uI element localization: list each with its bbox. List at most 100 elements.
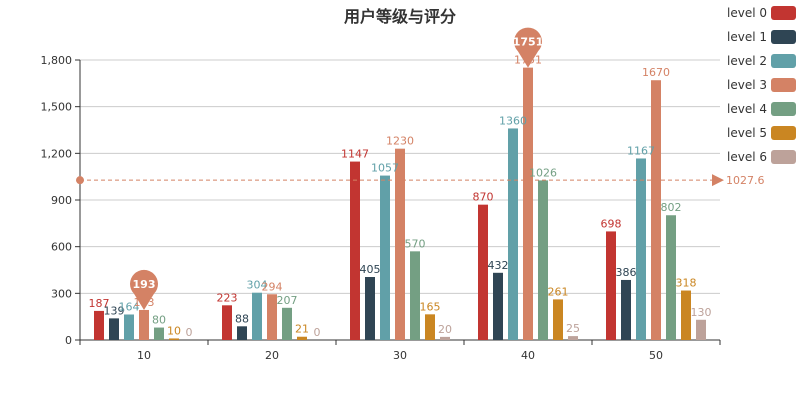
bar[interactable] [651,80,661,340]
bar-value-label: 88 [235,312,249,325]
bar-value-label: 386 [616,266,637,279]
y-tick-label: 0 [65,334,72,347]
bar-value-label: 0 [314,326,321,339]
bar[interactable] [395,148,405,340]
x-tick-label: 30 [393,349,407,362]
bar-value-label: 223 [217,291,238,304]
bar-value-label: 1026 [529,166,557,179]
bar-value-label: 0 [186,326,193,339]
legend-label[interactable]: level 1 [727,30,767,44]
legend-label[interactable]: level 5 [727,126,767,140]
legend-swatch[interactable] [771,150,796,164]
bar-value-label: 130 [691,306,712,319]
bar[interactable] [538,180,548,340]
bar[interactable] [297,336,307,340]
legend-label[interactable]: level 3 [727,78,767,92]
bar[interactable] [410,251,420,340]
bar-value-label: 164 [119,300,140,313]
bar[interactable] [636,158,646,340]
legend-label[interactable]: level 2 [727,54,767,68]
bar-value-label: 261 [548,285,569,298]
bar-value-label: 25 [566,322,580,335]
bar[interactable] [237,326,247,340]
bar[interactable] [440,336,450,340]
legend-swatch[interactable] [771,78,796,92]
x-tick-label: 10 [137,349,151,362]
bar[interactable] [493,272,503,340]
bar[interactable] [568,336,578,340]
bar-value-label: 21 [295,323,309,336]
bar[interactable] [666,215,676,340]
chart-title: 用户等级与评分 [344,7,456,26]
y-tick-label: 1,800 [41,54,73,67]
bar-value-label: 802 [661,201,682,214]
bar-value-label: 1057 [371,162,399,175]
bar-value-label: 1167 [627,144,655,157]
bar[interactable] [282,307,292,340]
bar[interactable] [621,279,631,340]
bar[interactable] [252,292,262,340]
bar-value-label: 405 [360,263,381,276]
y-tick-label: 900 [51,194,72,207]
legend-swatch[interactable] [771,6,796,20]
bar[interactable] [478,204,488,340]
bar[interactable] [380,175,390,340]
bar-value-label: 304 [247,279,268,292]
bar-value-label: 1670 [642,66,670,79]
bar-value-label: 165 [420,300,441,313]
bar[interactable] [154,327,164,340]
bar-value-label: 1147 [341,148,369,161]
y-tick-label: 1,200 [41,147,73,160]
y-tick-label: 600 [51,241,72,254]
bar-value-label: 187 [89,297,110,310]
legend-swatch[interactable] [771,30,796,44]
bar[interactable] [523,67,533,340]
bar-value-label: 20 [438,323,452,336]
bar-value-label: 1360 [499,114,527,127]
bar[interactable] [94,310,104,340]
y-tick-label: 1,500 [41,101,73,114]
bar-value-label: 1230 [386,135,414,148]
bar-value-label: 318 [676,277,697,290]
legend[interactable]: level 0 level 1 level 2 level 3 level 4 level… [727,6,796,164]
bar-value-label: 698 [601,217,622,230]
bar[interactable] [508,128,518,340]
average-line-arrow [712,174,724,187]
bar[interactable] [267,294,277,340]
average-line-label: 1027.6 [726,174,765,187]
legend-label[interactable]: level 0 [727,6,767,20]
bar[interactable] [124,314,134,340]
legend-swatch[interactable] [771,102,796,116]
bar[interactable] [365,277,375,340]
legend-label[interactable]: level 4 [727,102,767,116]
legend-swatch[interactable] [771,126,796,140]
bar[interactable] [606,231,616,340]
x-tick-label: 50 [649,349,663,362]
bar[interactable] [425,314,435,340]
bar-value-label: 10 [167,324,181,337]
y-tick-label: 300 [51,287,72,300]
bar-value-label: 294 [262,280,283,293]
bar-value-label: 570 [405,237,426,250]
bar-value-label: 80 [152,314,166,327]
bar[interactable] [553,299,563,340]
mark-points: 193 1751 [130,27,544,310]
bar[interactable] [696,319,706,340]
mark-point-pin [130,269,158,310]
bar-value-label: 207 [277,294,298,307]
legend-swatch[interactable] [771,54,796,68]
bar[interactable] [139,309,149,340]
mark-point-label: 1751 [513,36,544,49]
bar-value-label: 432 [488,259,509,272]
bar[interactable] [169,338,179,340]
mark-point-pin [514,27,542,68]
bar[interactable] [681,290,691,340]
bar-value-label: 870 [473,191,494,204]
bars [94,67,706,340]
bar[interactable] [222,305,232,340]
legend-label[interactable]: level 6 [727,150,767,164]
bar[interactable] [350,161,360,340]
bar[interactable] [109,318,119,340]
